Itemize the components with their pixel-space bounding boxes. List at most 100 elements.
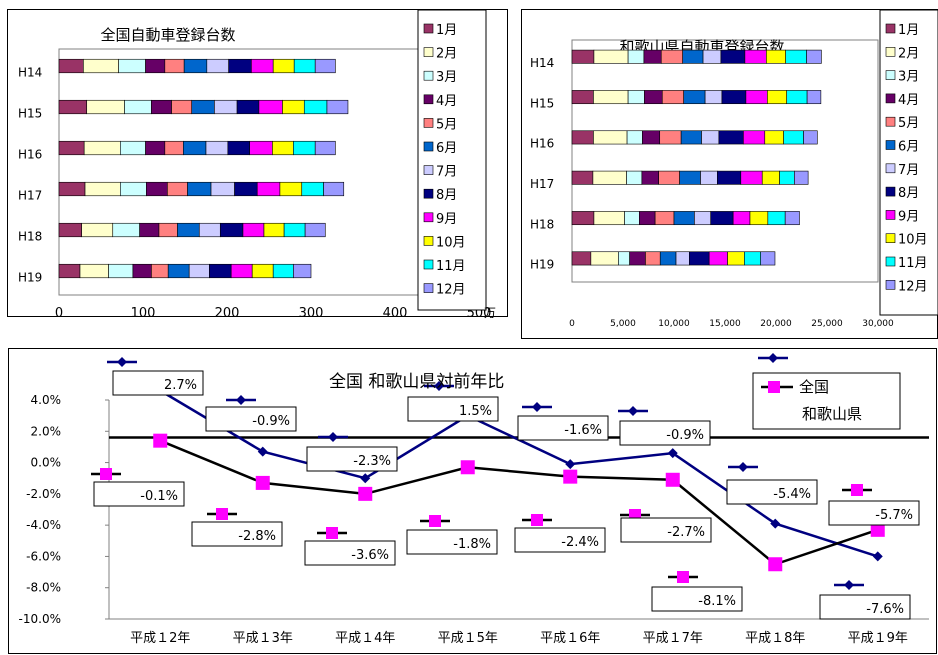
y-tick-label: 2.0% bbox=[31, 424, 62, 438]
bar-segment-H19-6月 bbox=[659, 251, 677, 266]
point-national bbox=[257, 446, 268, 457]
data-label-box bbox=[304, 540, 396, 566]
bar-segment-H15-9月 bbox=[745, 90, 768, 105]
category-label: H16 bbox=[18, 147, 42, 161]
chart-title: 全国自動車登録台数 bbox=[100, 26, 235, 44]
bar-segment-H16-11月 bbox=[783, 130, 804, 145]
y-tick-label: -2.0% bbox=[26, 487, 61, 501]
bar-segment-H16-3月 bbox=[626, 130, 643, 145]
point-national bbox=[770, 518, 781, 529]
data-label-box bbox=[517, 415, 609, 441]
data-label-box bbox=[828, 500, 920, 526]
data-label-box bbox=[726, 479, 818, 505]
legend-label: 6月 bbox=[436, 141, 457, 156]
x-tick-label: 30,000 bbox=[862, 319, 894, 329]
legend-swatch-11月 bbox=[885, 256, 896, 267]
bar-segment-H17-1月 bbox=[58, 181, 86, 197]
x-tick-label: 平成１9年 bbox=[848, 631, 908, 646]
bar-segment-H19-4月 bbox=[629, 251, 646, 266]
bar-segment-H14-10月 bbox=[272, 58, 295, 74]
legend-swatch-marker bbox=[768, 381, 780, 393]
legend-label: 12月 bbox=[898, 279, 928, 294]
data-label-box bbox=[819, 594, 911, 620]
data-label-national: 2.7% bbox=[164, 378, 197, 393]
marker-deco-national bbox=[434, 381, 444, 391]
category-label: H14 bbox=[18, 65, 42, 79]
legend-label: 10月 bbox=[898, 233, 928, 248]
bar-segment-H16-11月 bbox=[293, 140, 316, 156]
wakayama-registrations-panel: 和歌山県自動車登録台数 H14 H15 H16 H17 H18 H19 0 5,000 10,00… bbox=[521, 9, 938, 339]
bar-segment-H14-4月 bbox=[145, 58, 166, 74]
y-tick-label: 4.0% bbox=[31, 393, 62, 407]
bar-segment-H15-6月 bbox=[191, 99, 215, 115]
bar-segment-H15-4月 bbox=[644, 90, 663, 105]
bar-segment-H17-6月 bbox=[679, 170, 701, 185]
bar-segment-H17-11月 bbox=[301, 181, 324, 197]
bar-segment-H15-12月 bbox=[326, 99, 349, 115]
bar-segment-H17-4月 bbox=[641, 170, 660, 185]
plot-area bbox=[571, 39, 879, 283]
bar-segment-H19-2月 bbox=[79, 263, 109, 279]
bar-segment-H17-12月 bbox=[323, 181, 345, 197]
bar-segment-H14-11月 bbox=[293, 58, 316, 74]
bar-segment-H15-10月 bbox=[767, 90, 788, 105]
national-registrations-chart: 全国自動車登録台数 H14 H15 H16 H17 H18 H19 0 100 200 300 400… bbox=[18, 9, 496, 321]
bar-segment-H16-2月 bbox=[593, 130, 628, 145]
bar-segment-H16-9月 bbox=[249, 140, 273, 156]
bar-segment-H14-10月 bbox=[766, 49, 786, 64]
data-label-wakayama: -3.6% bbox=[351, 548, 389, 563]
point-national bbox=[360, 473, 371, 484]
data-label-box bbox=[619, 420, 711, 446]
bar-segment-H17-5月 bbox=[658, 170, 680, 185]
marker-deco-wakayama bbox=[429, 515, 441, 527]
bar-segment-H16-7月 bbox=[205, 140, 229, 156]
bar-segment-H16-2月 bbox=[83, 140, 121, 156]
data-label-wakayama: -1.8% bbox=[453, 537, 491, 552]
bar-segment-H16-5月 bbox=[164, 140, 184, 156]
bar-segment-H15-8月 bbox=[236, 99, 260, 115]
bar-segment-H15-10月 bbox=[282, 99, 305, 115]
bar-segment-H14-9月 bbox=[251, 58, 274, 74]
bar-segment-H19-3月 bbox=[108, 263, 134, 279]
bar-segment-H14-1月 bbox=[58, 58, 84, 74]
bar-segment-H17-11月 bbox=[779, 170, 795, 185]
data-label-box bbox=[651, 586, 743, 612]
legend-label: 11月 bbox=[436, 259, 466, 274]
data-label-box bbox=[191, 521, 283, 547]
legend-swatch-4月 bbox=[885, 93, 896, 104]
bar-segment-H18-5月 bbox=[158, 222, 178, 238]
data-label-national: -2.3% bbox=[353, 454, 391, 469]
legend-swatch-9月 bbox=[885, 210, 896, 220]
marker-deco-national bbox=[236, 395, 246, 405]
bar-segment-H15-5月 bbox=[171, 99, 193, 115]
legend-swatch-5月 bbox=[423, 118, 434, 128]
bar-segment-H15-3月 bbox=[124, 99, 152, 115]
data-label-wakayama: -8.1% bbox=[698, 594, 736, 609]
point-national bbox=[872, 551, 883, 562]
y-tick-label: -4.0% bbox=[26, 518, 61, 532]
bar-segment-H14-8月 bbox=[228, 58, 252, 74]
bar-segment-H18-8月 bbox=[219, 222, 244, 238]
bar-segment-H18-8月 bbox=[710, 211, 734, 226]
bar-segment-H16-8月 bbox=[227, 140, 250, 156]
legend-label: 9月 bbox=[436, 212, 457, 227]
data-label-box bbox=[514, 527, 606, 553]
bar-segment-H17-2月 bbox=[592, 170, 627, 185]
bar-segment-H19-2月 bbox=[590, 251, 619, 266]
x-tick-label: 平成１8年 bbox=[745, 631, 805, 646]
bar-segment-H18-10月 bbox=[263, 222, 285, 238]
yoy-ratio-panel: 4.0% 2.0% 0.0% -2.0% -4.0% -6.0% -8.0% -10.0% 平成… bbox=[8, 348, 937, 654]
data-label-national: 1.5% bbox=[459, 404, 492, 419]
legend-swatch-8月 bbox=[885, 186, 896, 197]
legend-label: 全国 bbox=[799, 378, 829, 396]
bar-segment-H15-4月 bbox=[151, 99, 172, 115]
bar-segment-H15-5月 bbox=[661, 90, 684, 105]
data-label-national: -7.6% bbox=[866, 602, 904, 617]
x-tick-label: 15,000 bbox=[709, 319, 741, 329]
legend-label: 1月 bbox=[898, 23, 919, 38]
bar-segment-H15-1月 bbox=[571, 90, 594, 105]
marker-deco-wakayama bbox=[677, 571, 689, 583]
category-label: H16 bbox=[530, 137, 554, 151]
legend-swatch-1月 bbox=[885, 23, 896, 34]
bar-segment-H17-1月 bbox=[571, 170, 594, 185]
